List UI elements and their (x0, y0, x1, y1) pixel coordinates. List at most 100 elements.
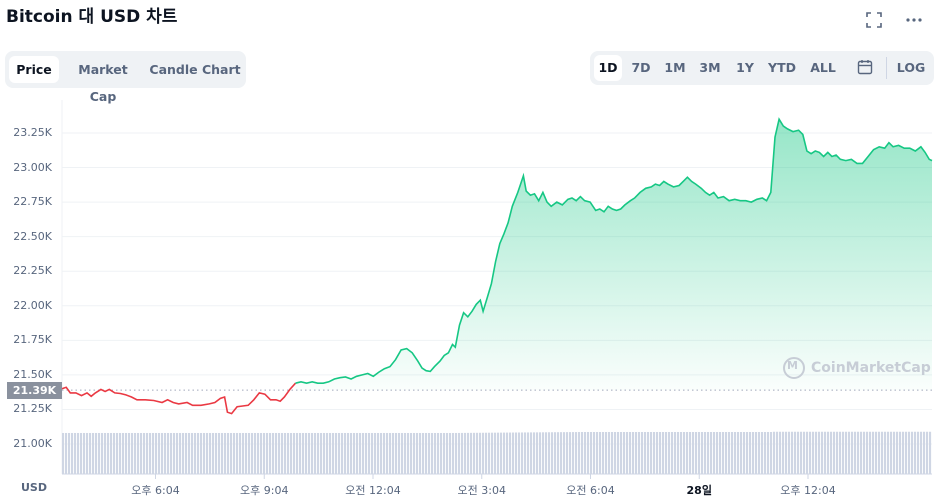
volume-bar (527, 432, 530, 474)
volume-bar (881, 431, 884, 474)
volume-bar (119, 432, 122, 474)
volume-bar (188, 432, 191, 474)
volume-bar (797, 431, 800, 474)
volume-bar (140, 432, 143, 474)
volume-bar (377, 432, 380, 474)
volume-bar (437, 432, 440, 474)
range-1m[interactable]: 1M (664, 60, 686, 75)
volume-bar (857, 431, 860, 474)
volume-bar (257, 432, 260, 474)
tab-price[interactable]: Price (9, 56, 59, 83)
range-all[interactable]: ALL (810, 60, 836, 75)
volume-bar (263, 432, 266, 474)
volume-bar (632, 432, 635, 474)
volume-bar (146, 432, 149, 474)
volume-bar (77, 432, 80, 474)
volume-bar (644, 432, 647, 474)
volume-bar (848, 431, 851, 474)
watermark-text: CoinMarketCap (811, 360, 931, 376)
tab-market-cap[interactable]: Market Cap (78, 62, 128, 104)
x-tick-label: 오전 3:04 (457, 484, 506, 497)
volume-bar (680, 432, 683, 474)
volume-bar (905, 431, 908, 474)
volume-bar (560, 432, 563, 474)
expand-icon[interactable] (864, 10, 884, 30)
volume-bar (329, 432, 332, 474)
volume-bar (878, 431, 881, 474)
volume-bar (128, 432, 131, 474)
volume-bar (407, 432, 410, 474)
volume-bar (782, 431, 785, 474)
volume-bar (302, 432, 305, 474)
volume-bar (677, 432, 680, 474)
log-toggle[interactable]: LOG (896, 60, 926, 75)
y-tick-label: 22.25K (13, 264, 52, 278)
coinmarketcap-logo-icon (783, 357, 805, 379)
volume-bar (350, 432, 353, 474)
volume-bar (131, 432, 134, 474)
volume-bar (929, 431, 932, 474)
time-range-selector: 1D 7D 1M 3M 1Y YTD ALL LOG (590, 51, 934, 85)
volume-bar (380, 432, 383, 474)
volume-bar (95, 432, 98, 474)
volume-bar (62, 432, 65, 474)
x-tick-label: 오전 12:04 (345, 484, 401, 497)
volume-bar (332, 432, 335, 474)
volume-bar (278, 432, 281, 474)
tab-candle-chart[interactable]: Candle Chart (149, 62, 241, 77)
volume-bar (326, 432, 329, 474)
y-tick-label: 22.75K (13, 195, 52, 209)
currency-label: USD (21, 481, 47, 494)
volume-bar (824, 431, 827, 474)
volume-bar (566, 432, 569, 474)
volume-bar (671, 432, 674, 474)
volume-bar (584, 432, 587, 474)
volume-bar (440, 432, 443, 474)
price-line-down (61, 382, 297, 415)
calendar-icon[interactable] (850, 55, 880, 81)
volume-bar (827, 431, 830, 474)
volume-bar (443, 432, 446, 474)
volume-bar (812, 431, 815, 474)
range-ytd[interactable]: YTD (768, 60, 796, 75)
volume-bar (866, 431, 869, 474)
range-1d[interactable]: 1D (594, 55, 622, 81)
volume-bar (776, 431, 779, 474)
volume-bar (854, 431, 857, 474)
volume-bar (743, 432, 746, 474)
volume-bar (218, 432, 221, 474)
volume-bar (392, 432, 395, 474)
volume-bar (791, 431, 794, 474)
volume-bar (602, 432, 605, 474)
volume-bar (242, 432, 245, 474)
price-area-fill (295, 119, 932, 391)
volume-bar (500, 432, 503, 474)
range-1y[interactable]: 1Y (736, 60, 754, 75)
volume-bar (359, 432, 362, 474)
volume-bar (641, 432, 644, 474)
volume-bar (80, 432, 83, 474)
volume-bar (245, 432, 248, 474)
volume-bar (503, 432, 506, 474)
volume-bar (554, 432, 557, 474)
y-tick-label: 21.25K (13, 402, 52, 416)
y-tick-label: 22.00K (13, 298, 52, 312)
more-horizontal-icon[interactable] (904, 10, 924, 30)
volume-bar (467, 432, 470, 474)
volume-bar (158, 432, 161, 474)
range-3m[interactable]: 3M (699, 60, 721, 75)
volume-bar (374, 432, 377, 474)
range-7d[interactable]: 7D (631, 60, 651, 75)
volume-bar (464, 432, 467, 474)
volume-bar (752, 432, 755, 474)
volume-bar (488, 432, 491, 474)
volume-bar (683, 432, 686, 474)
volume-bar (395, 432, 398, 474)
volume-bar (110, 432, 113, 474)
volume-bar (104, 432, 107, 474)
volume-bar (509, 432, 512, 474)
volume-bar (803, 431, 806, 474)
volume-bar (323, 432, 326, 474)
volume-bar (608, 432, 611, 474)
